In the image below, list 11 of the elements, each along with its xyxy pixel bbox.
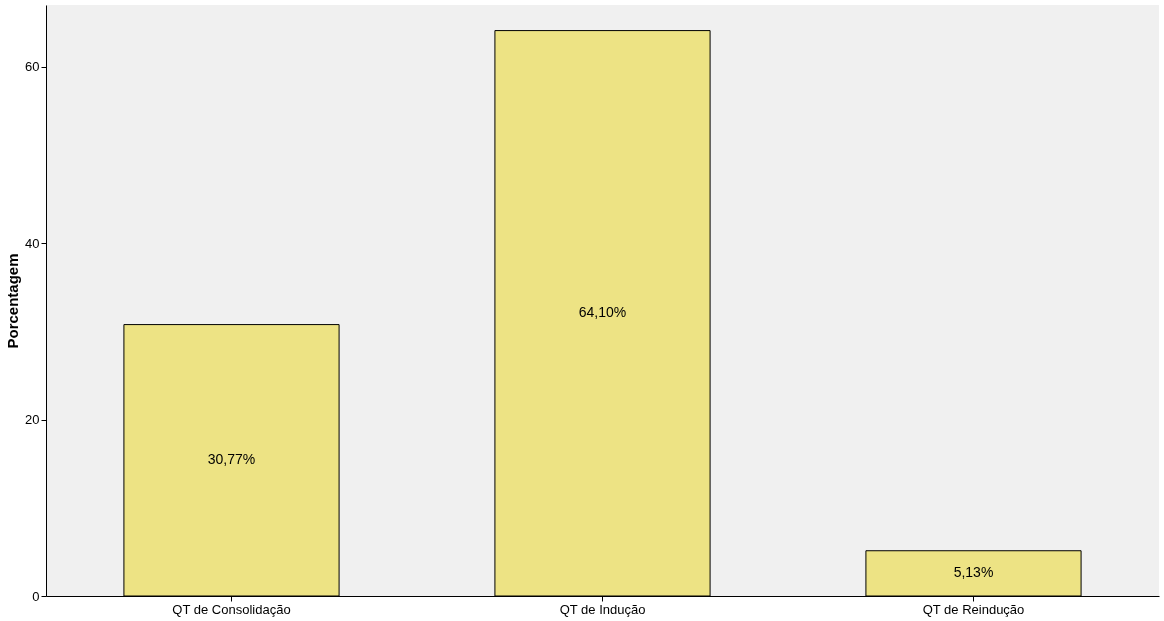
y-tick-label: 40 xyxy=(25,235,40,251)
y-tick-label: 20 xyxy=(25,412,40,428)
y-tick-label: 60 xyxy=(25,59,40,75)
data-label: 30,77% xyxy=(207,451,256,468)
x-tick-label: QT de Consolidação xyxy=(172,601,291,617)
data-label: 64,10% xyxy=(578,304,627,321)
data-label: 5,13% xyxy=(953,564,994,581)
y-axis-title: Porcentagem xyxy=(4,253,22,349)
x-tick-label: QT de Reindução xyxy=(922,601,1025,617)
x-tick-label: QT de Indução xyxy=(559,601,646,617)
y-tick-label: 0 xyxy=(32,588,40,604)
